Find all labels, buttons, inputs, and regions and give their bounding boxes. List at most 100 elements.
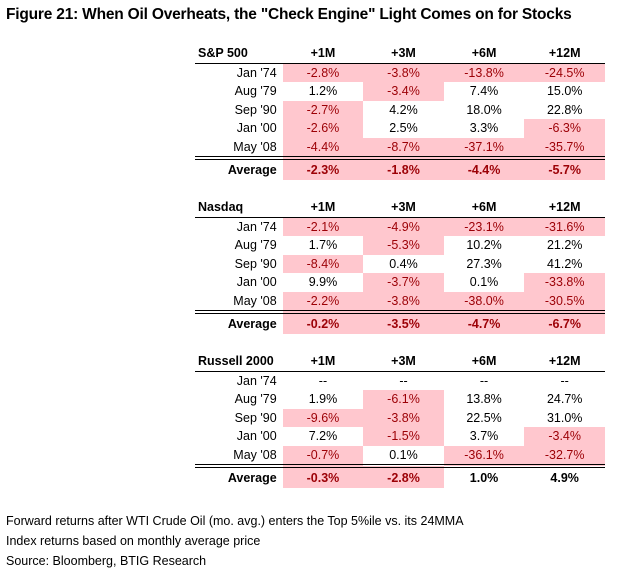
data-cell: 1.7%: [308, 238, 338, 253]
data-cell: 1.2%: [308, 84, 338, 99]
data-cell: --: [479, 373, 489, 388]
sp500-table: S&P 500 +1M +3M +6M +12M Jan '74 -2.8% -3.8% -13…: [195, 44, 605, 180]
data-cell: -37.1%: [443, 137, 525, 158]
data-cell: -3.4%: [363, 82, 444, 101]
row-label: Sep '90: [234, 256, 277, 271]
data-cell: 24.7%: [546, 392, 583, 407]
average-cell: -1.8%: [363, 156, 444, 180]
data-cell: -36.1%: [443, 445, 525, 466]
index-name: S&P 500: [195, 44, 283, 64]
data-cell: -23.1%: [443, 217, 525, 236]
average-cell: -2.3%: [282, 156, 364, 180]
data-cell: 0.4%: [389, 256, 418, 271]
data-cell: -2.8%: [282, 63, 364, 82]
average-label: Average: [195, 464, 283, 488]
data-cell: 2.5%: [389, 121, 418, 136]
row-label: Jan '00: [236, 275, 277, 290]
data-cell: 7.4%: [469, 84, 499, 99]
table-row: Sep '90 -8.4% 0.4% 27.3% 41.2%: [195, 254, 605, 273]
row-label: Sep '90: [234, 410, 277, 425]
data-cell: 13.8%: [466, 392, 502, 407]
average-cell: -5.7%: [524, 156, 605, 180]
data-cell: --: [560, 373, 569, 388]
data-cell: 18.0%: [466, 102, 502, 117]
row-label: Aug '79: [234, 238, 277, 253]
data-cell: 0.1%: [469, 275, 499, 290]
table-row: Jan '00 9.9% -3.7% 0.1% -33.8%: [195, 273, 605, 292]
data-cell: 3.7%: [469, 429, 499, 444]
data-cell: -0.7%: [282, 445, 364, 466]
row-label: May '08: [233, 139, 277, 154]
column-header: +1M: [282, 44, 364, 64]
data-cell: -9.6%: [282, 408, 364, 427]
data-cell: -24.5%: [524, 63, 605, 82]
row-label: Sep '90: [234, 102, 277, 117]
data-cell: -8.7%: [363, 137, 444, 158]
average-cell: 4.9%: [524, 464, 605, 488]
table-row: May '08 -2.2% -3.8% -38.0% -30.5%: [195, 291, 605, 312]
column-header: +12M: [524, 352, 605, 372]
average-row: Average -0.2% -3.5% -4.7% -6.7%: [195, 310, 605, 334]
row-label: May '08: [233, 447, 277, 462]
data-cell: -30.5%: [524, 291, 605, 312]
footnote-method: Forward returns after WTI Crude Oil (mo.…: [6, 514, 464, 528]
data-cell: --: [318, 373, 328, 388]
average-row: Average -0.3% -2.8% 1.0% 4.9%: [195, 464, 605, 488]
column-header: +12M: [524, 44, 605, 64]
average-cell: -2.8%: [363, 464, 444, 488]
row-label: Jan '74: [236, 219, 277, 234]
table-row: Jan '74 -2.8% -3.8% -13.8% -24.5%: [195, 63, 605, 82]
table-row: Aug '79 1.7% -5.3% 10.2% 21.2%: [195, 236, 605, 255]
data-cell: -2.2%: [282, 291, 364, 312]
average-cell: -0.2%: [282, 310, 364, 334]
data-cell: 9.9%: [308, 275, 338, 290]
column-header: +1M: [282, 352, 364, 372]
data-cell: -3.4%: [524, 427, 605, 446]
footnote-source: Source: Bloomberg, BTIG Research: [6, 554, 207, 568]
data-cell: -31.6%: [524, 217, 605, 236]
column-header: +6M: [443, 352, 525, 372]
data-cell: -2.7%: [282, 100, 364, 119]
data-cell: 1.9%: [308, 392, 338, 407]
column-header: +3M: [363, 198, 444, 218]
data-cell: -2.6%: [282, 119, 364, 138]
data-cell: -3.8%: [363, 63, 444, 82]
data-cell: -4.4%: [282, 137, 364, 158]
index-name: Nasdaq: [195, 198, 283, 218]
figure-title: Figure 21: When Oil Overheats, the "Chec…: [6, 6, 572, 23]
column-header: +6M: [443, 198, 525, 218]
data-cell: 4.2%: [389, 102, 418, 117]
row-label: Jan '00: [236, 121, 277, 136]
average-cell: 1.0%: [443, 464, 525, 488]
header-row: S&P 500 +1M +3M +6M +12M: [195, 44, 605, 64]
table-row: May '08 -4.4% -8.7% -37.1% -35.7%: [195, 137, 605, 158]
data-cell: --: [399, 373, 408, 388]
data-cell: 27.3%: [466, 256, 502, 271]
data-cell: 21.2%: [546, 238, 583, 253]
data-cell: -2.1%: [282, 217, 364, 236]
data-cell: -13.8%: [443, 63, 525, 82]
average-label: Average: [195, 310, 283, 334]
index-name: Russell 2000: [195, 352, 283, 372]
footnotes: Forward returns after WTI Crude Oil (mo.…: [6, 511, 464, 571]
data-cell: -3.8%: [363, 291, 444, 312]
table-row: Jan '00 -2.6% 2.5% 3.3% -6.3%: [195, 119, 605, 138]
data-cell: -35.7%: [524, 137, 605, 158]
data-cell: 22.5%: [466, 410, 502, 425]
data-cell: 41.2%: [546, 256, 583, 271]
data-cell: -3.8%: [363, 408, 444, 427]
data-cell: -38.0%: [443, 291, 525, 312]
data-cell: -1.5%: [363, 427, 444, 446]
average-cell: -3.5%: [363, 310, 444, 334]
data-cell: 31.0%: [546, 410, 583, 425]
average-cell: -4.7%: [443, 310, 525, 334]
header-row: Russell 2000 +1M +3M +6M +12M: [195, 352, 605, 372]
data-cell: 22.8%: [546, 102, 583, 117]
average-cell: -0.3%: [282, 464, 364, 488]
row-label: Jan '74: [236, 373, 277, 388]
table-row: Aug '79 1.9% -6.1% 13.8% 24.7%: [195, 390, 605, 409]
data-cell: 3.3%: [469, 121, 499, 136]
footnote-index-returns: Index returns based on monthly average p…: [6, 534, 261, 548]
average-cell: -4.4%: [443, 156, 525, 180]
data-cell: 7.2%: [308, 429, 338, 444]
